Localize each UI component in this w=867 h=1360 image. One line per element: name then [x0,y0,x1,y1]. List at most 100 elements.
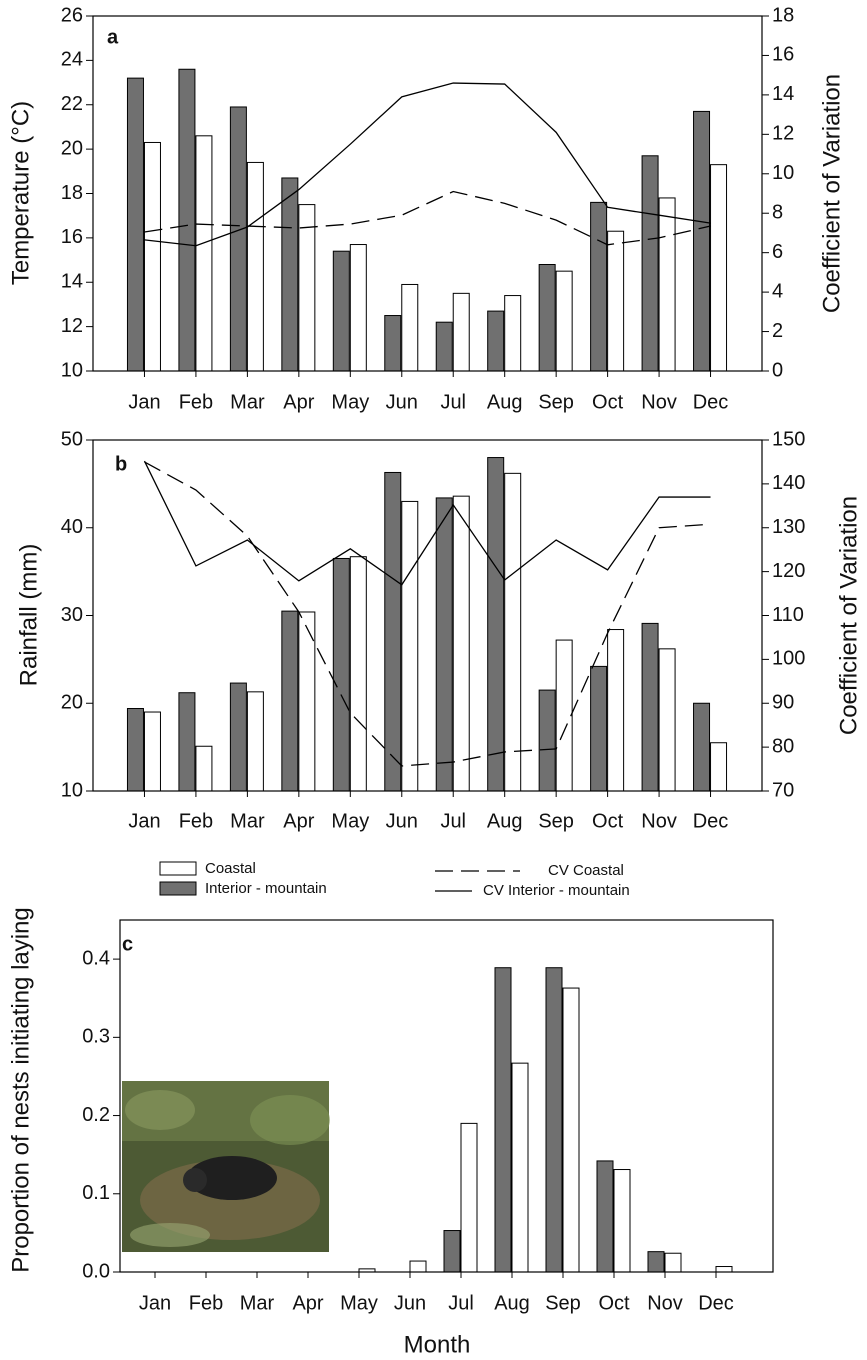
x-tick-label: Nov [641,391,677,413]
y2-axis-title: Coefficient of Variation [835,496,862,735]
x-tick-label: Aug [494,1292,530,1314]
x-tick-label: Oct [598,1292,630,1314]
y-tick-label: 0.3 [82,1026,110,1048]
legend-swatch [160,862,196,875]
y-axis-title: Temperature (°C) [7,101,34,285]
bar [385,472,401,791]
bar [505,473,521,791]
bar [230,107,246,371]
y2-tick-label: 110 [772,604,804,626]
bar [127,78,143,371]
x-tick-label: Feb [179,810,213,832]
bar [436,498,452,791]
bar [563,988,579,1272]
x-tick-label: Sep [545,1292,581,1314]
bar [495,968,511,1272]
x-tick-label: Oct [592,810,624,832]
y-tick-label: 0.0 [82,1260,110,1282]
bar [711,743,727,791]
bar [591,666,607,791]
y2-tick-label: 90 [772,692,794,714]
bar [282,178,298,371]
y-tick-label: 20 [61,137,83,159]
x-tick-label: May [331,810,369,832]
bar [179,693,195,791]
panel-label: b [115,453,127,475]
bar [144,142,160,371]
y-tick-label: 14 [61,271,83,293]
bar [659,649,675,791]
y2-axis-title: Coefficient of Variation [818,74,845,313]
bar [546,968,562,1272]
x-tick-label: May [340,1292,378,1314]
bar [665,1253,681,1272]
y2-tick-label: 4 [772,280,783,302]
legend-label: Interior - mountain [205,880,327,897]
y-tick-label: 10 [61,779,83,801]
y-tick-label: 16 [61,226,83,248]
y2-tick-label: 100 [772,648,805,670]
x-axis-title: Month [404,1331,471,1358]
x-tick-label: Feb [179,391,213,413]
bar [488,311,504,371]
y-tick-label: 12 [61,315,83,337]
y2-tick-label: 80 [772,735,794,757]
x-tick-label: Aug [487,391,523,413]
x-tick-label: Nov [647,1292,683,1314]
y2-tick-label: 18 [772,4,794,26]
bar [539,690,555,791]
y2-tick-label: 130 [772,516,805,538]
figure: 101214161820222426024681012141618JanFebM… [0,0,867,1360]
x-tick-label: Feb [189,1292,223,1314]
y-tick-label: 0.4 [82,947,110,969]
y2-tick-label: 14 [772,83,794,105]
bar [642,623,658,791]
bar [659,198,675,371]
bar [299,205,315,371]
bar [556,271,572,371]
x-tick-label: Aug [487,810,523,832]
y2-tick-label: 2 [772,320,783,342]
y-tick-label: 40 [61,516,83,538]
bar [282,611,298,791]
bar [144,712,160,791]
y2-tick-label: 6 [772,241,783,263]
bar [350,557,366,791]
bar [461,1123,477,1272]
bar [694,111,710,371]
x-tick-label: Sep [538,391,574,413]
x-tick-label: Dec [693,810,729,832]
y2-tick-label: 0 [772,359,783,381]
bar [196,746,212,791]
y2-tick-label: 12 [772,123,794,145]
y-tick-label: 0.2 [82,1104,110,1126]
photo-grass [130,1223,210,1247]
x-tick-label: May [331,391,369,413]
y2-tick-label: 150 [772,428,805,450]
x-tick-label: Nov [641,810,677,832]
bar [694,703,710,791]
cv-line [144,461,710,585]
photo-shrub [125,1090,195,1130]
legend-label: Coastal [205,860,256,877]
y2-tick-label: 10 [772,162,794,184]
x-tick-label: Mar [240,1292,275,1314]
x-tick-label: Dec [698,1292,734,1314]
bar [247,162,263,371]
bar [196,136,212,371]
x-tick-label: Jun [386,391,418,413]
photo-bird-head [183,1168,207,1192]
bar [711,165,727,371]
bar [608,630,624,791]
photo-shrub [250,1095,330,1145]
bar [230,683,246,791]
x-tick-label: Dec [693,391,729,413]
y-tick-label: 22 [61,93,83,115]
bar [488,458,504,791]
cv-line [144,83,710,246]
y-tick-label: 26 [61,4,83,26]
bar [385,316,401,371]
bar [127,709,143,791]
y2-tick-label: 8 [772,202,783,224]
x-tick-label: Jun [386,810,418,832]
